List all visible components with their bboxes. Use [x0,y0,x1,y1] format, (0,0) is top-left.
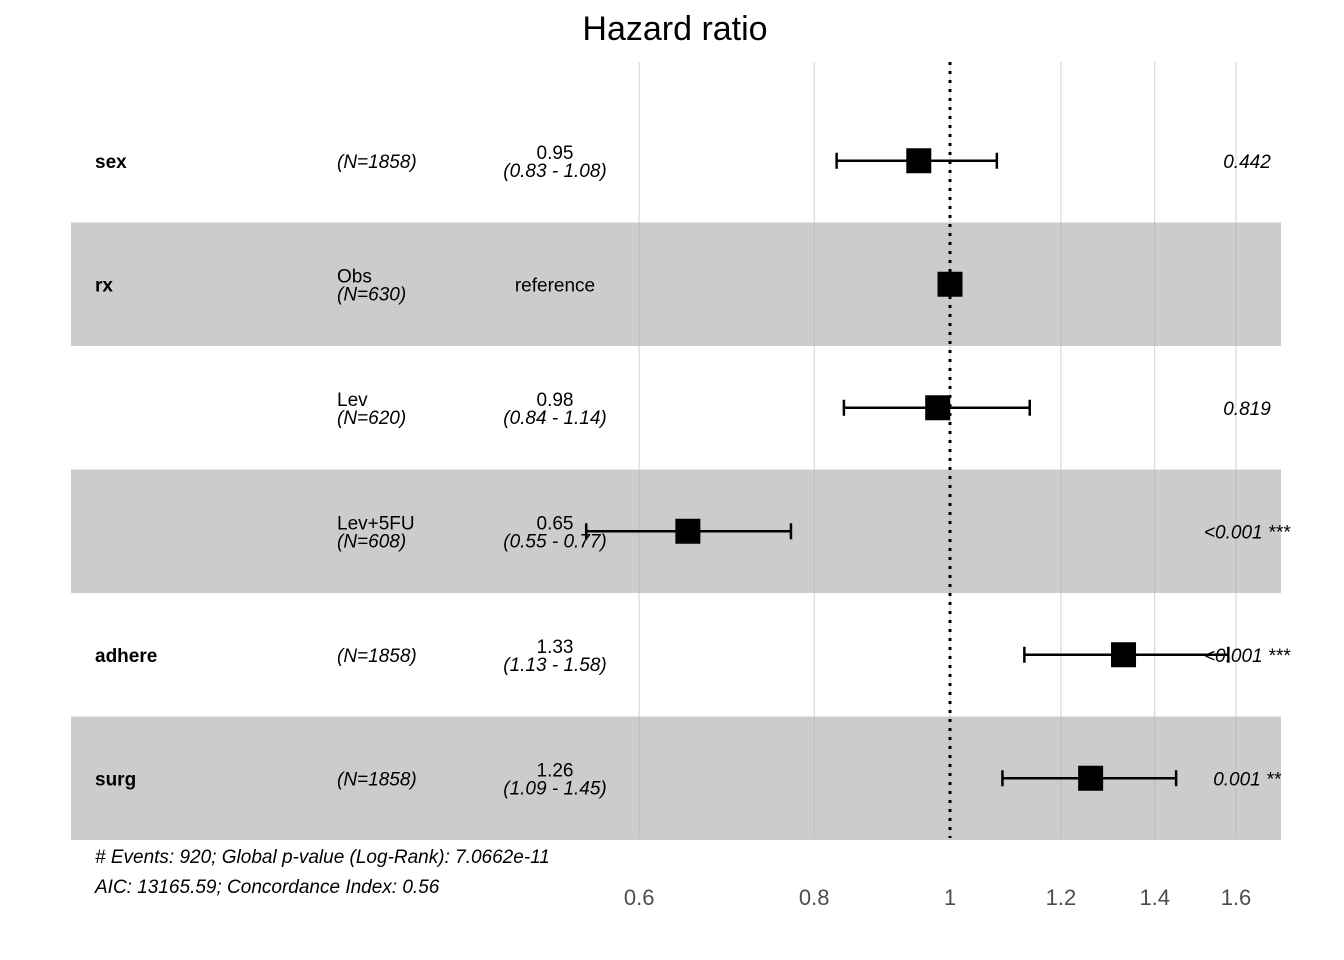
hazard-ratio-point [675,518,701,544]
variable-label: adhere [95,646,157,667]
p-value-label: 0.442 [1223,152,1271,173]
x-tick-label: 1 [944,885,956,910]
row-band [71,222,1281,346]
table-row: adhere (N=1858) 1.33(1.13 - 1.58) <0.001 **… [95,637,1291,676]
hazard-ratio-point [937,271,963,297]
x-tick-label: 1.2 [1046,885,1077,910]
p-value-label: 0.001 ** [1213,769,1281,790]
hazard-ratio-point [906,148,932,174]
ci-label: (0.55 - 0.77) [503,531,607,552]
x-tick-label: 1.6 [1221,885,1252,910]
n-label: (N=630) [337,284,406,305]
vertical-gridlines [638,62,1237,838]
n-label: (N=608) [337,531,406,552]
table-row: sex (N=1858) 0.95(0.83 - 1.08) 0.442 [95,143,1271,182]
ci-label: (0.84 - 1.14) [503,408,607,429]
footnote-aic: AIC: 13165.59; Concordance Index: 0.56 [94,877,440,898]
table-row: Lev+5FU(N=608) 0.65(0.55 - 0.77) <0.001 **… [337,513,1291,552]
p-value-label: <0.001 *** [1204,522,1291,543]
p-value-label: <0.001 *** [1204,646,1291,667]
estimate-label: 0.65 [537,513,574,534]
x-tick-labels: 0.6 0.8 1 1.2 1.4 1.6 [624,885,1251,910]
estimate-label: 0.98 [537,390,574,411]
estimate-label: 1.33 [537,637,574,658]
estimate-label: reference [515,275,595,296]
table-row: surg (N=1858) 1.26(1.09 - 1.45) 0.001 ** [95,760,1281,799]
p-value-label: 0.819 [1223,399,1271,420]
level-label: Lev [337,390,368,411]
x-tick-label: 1.4 [1139,885,1170,910]
estimate-label: 1.26 [537,760,574,781]
ci-label: (1.13 - 1.58) [503,655,607,676]
x-tick-label: 0.8 [799,885,830,910]
variable-label: sex [95,152,127,173]
hazard-ratio-point [925,395,951,421]
level-label: Obs [337,266,372,287]
hazard-ratio-point [1111,642,1137,668]
variable-label: surg [95,769,136,790]
n-label: (N=1858) [337,646,417,667]
variable-label: rx [95,275,113,296]
n-label: (N=1858) [337,152,417,173]
level-label: Lev+5FU [337,513,415,534]
ci-label: (1.09 - 1.45) [503,778,607,799]
hazard-ratio-point [1078,765,1104,791]
ci-label: (0.83 - 1.08) [503,161,607,182]
n-label: (N=620) [337,408,406,429]
table-row: rx Obs(N=630) reference [95,266,963,305]
n-label: (N=1858) [337,769,417,790]
chart-title: Hazard ratio [582,10,767,48]
estimate-label: 0.95 [537,143,574,164]
table-row: Lev(N=620) 0.98(0.84 - 1.14) 0.819 [337,390,1271,429]
x-tick-label: 0.6 [624,885,655,910]
footnote-events: # Events: 920; Global p-value (Log-Rank)… [95,847,550,868]
